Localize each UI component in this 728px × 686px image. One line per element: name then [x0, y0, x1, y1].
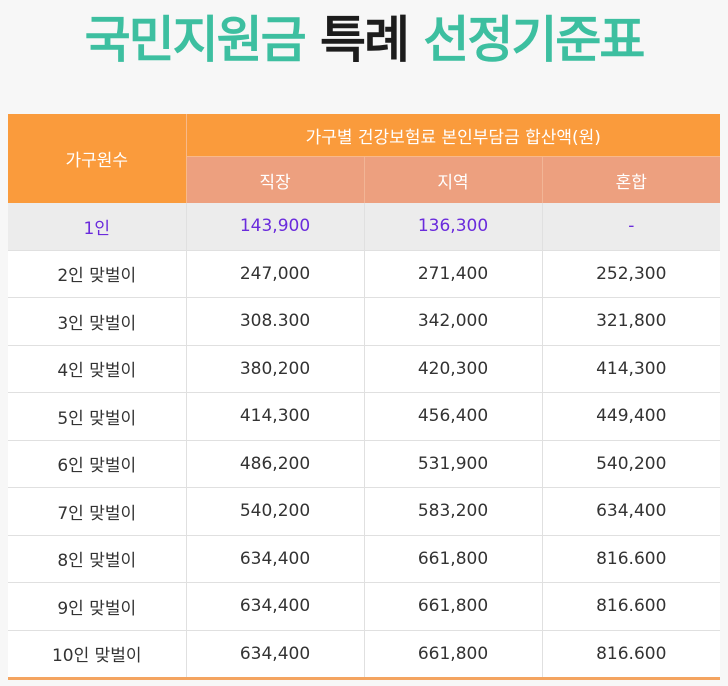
amount-cell: 321,800 [542, 297, 721, 346]
amount-cell: 449,400 [542, 392, 721, 441]
amount-cell: 816.600 [542, 582, 721, 631]
household-size-cell: 1인 [8, 203, 187, 251]
table-row: 8인 맞벌이 634,400 661,800 816.600 [8, 535, 721, 583]
amount-cell: 634,400 [186, 582, 365, 631]
amount-cell: 634,400 [186, 535, 365, 583]
amount-cell: 661,800 [364, 582, 543, 631]
amount-cell: 661,800 [364, 630, 543, 680]
household-size-cell: 4인 맞벌이 [8, 345, 187, 393]
table-row: 2인 맞벌이 247,000 271,400 252,300 [8, 250, 721, 298]
amount-cell: 816.600 [542, 630, 721, 680]
amount-cell: 583,200 [364, 487, 543, 536]
amount-cell: 456,400 [364, 392, 543, 441]
table-row: 3인 맞벌이 308.300 342,000 321,800 [8, 297, 721, 346]
household-size-cell: 7인 맞벌이 [8, 487, 187, 536]
household-size-cell: 9인 맞벌이 [8, 582, 187, 631]
amount-cell: 816.600 [542, 535, 721, 583]
table-row: 7인 맞벌이 540,200 583,200 634,400 [8, 487, 721, 536]
table-row: 9인 맞벌이 634,400 661,800 816.600 [8, 582, 721, 631]
table-row: 6인 맞벌이 486,200 531,900 540,200 [8, 440, 721, 488]
household-size-cell: 5인 맞벌이 [8, 392, 187, 441]
amount-cell: 661,800 [364, 535, 543, 583]
amount-cell: 342,000 [364, 297, 543, 346]
household-size-cell: 2인 맞벌이 [8, 250, 187, 298]
amount-cell: 540,200 [542, 440, 721, 488]
amount-cell: 414,300 [542, 345, 721, 393]
amount-cell: 136,300 [364, 203, 543, 251]
column-header-jiyeok: 지역 [364, 156, 543, 203]
title-part-green: 국민지원금 [84, 11, 307, 69]
amount-cell: 414,300 [186, 392, 365, 441]
title-part-green-2: 선정기준표 [423, 11, 645, 69]
table-row: 5인 맞벌이 414,300 456,400 449,400 [8, 392, 721, 441]
amount-cell: 271,400 [364, 250, 543, 298]
row-header: 가구원수 [8, 114, 187, 203]
table-row: 1인 143,900 136,300- [8, 203, 721, 251]
amount-cell: 247,000 [186, 250, 365, 298]
page-title: 국민지원금 특례 선정기준표 [0, 0, 728, 80]
amount-cell: 252,300 [542, 250, 721, 298]
group-header: 가구별 건강보험료 본인부담금 합산액(원) [186, 114, 721, 157]
table-row: 10인 맞벌이 634,400 661,800 816.600 [8, 630, 721, 680]
amount-cell: 634,400 [186, 630, 365, 680]
column-header-honhap: 혼합 [542, 156, 721, 203]
amount-cell: 380,200 [186, 345, 365, 393]
household-size-cell: 6인 맞벌이 [8, 440, 187, 488]
criteria-table: 가구원수 가구별 건강보험료 본인부담금 합산액(원) 직장 지역 혼합 1인 1… [8, 114, 721, 680]
table-row: 4인 맞벌이 380,200 420,300 414,300 [8, 345, 721, 393]
amount-cell: 486,200 [186, 440, 365, 488]
amount-cell: 634,400 [542, 487, 721, 536]
household-size-cell: 8인 맞벌이 [8, 535, 187, 583]
amount-cell: - [542, 203, 721, 251]
household-size-cell: 10인 맞벌이 [8, 630, 187, 680]
household-size-cell: 3인 맞벌이 [8, 297, 187, 346]
title-part-dark: 특례 [320, 11, 410, 69]
amount-cell: 143,900 [186, 203, 365, 251]
column-header-jikjang: 직장 [186, 156, 365, 203]
amount-cell: 540,200 [186, 487, 365, 536]
amount-cell: 308.300 [186, 297, 365, 346]
amount-cell: 420,300 [364, 345, 543, 393]
amount-cell: 531,900 [364, 440, 543, 488]
